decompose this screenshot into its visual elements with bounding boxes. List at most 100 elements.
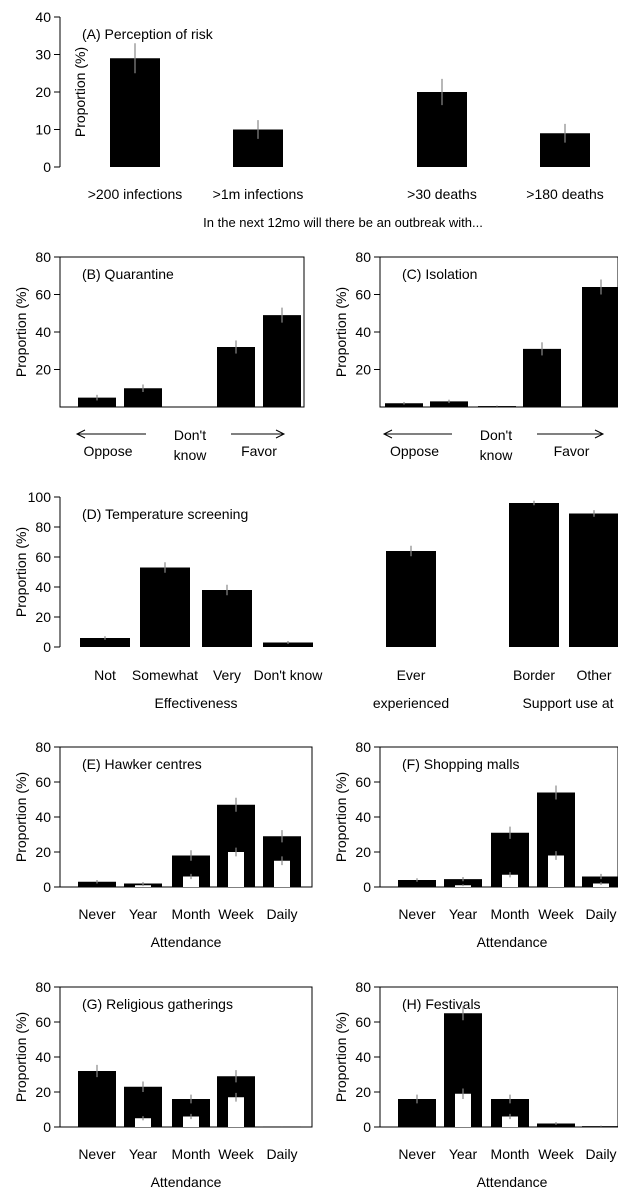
panel-b-y-title: Proportion (%) [13, 287, 29, 377]
panel-d-xtick-label-4: Ever [397, 667, 426, 683]
panel-b-bar-3 [217, 347, 255, 407]
panel-h-xtick-label-2: Month [491, 1146, 530, 1162]
panel-g-xtick-label-1: Year [129, 1146, 158, 1162]
panel-d-ytick-label-5: 100 [28, 489, 52, 505]
panel-f-bar-1 [444, 879, 482, 887]
panel-d-ytick-label-2: 40 [35, 579, 51, 595]
panel-f-bar-0 [398, 880, 436, 887]
panel-e-xtick-label-4: Daily [266, 906, 297, 922]
panel-g-ytick-label-2: 40 [35, 1049, 51, 1065]
panel-a-ytick-label-3: 30 [35, 47, 51, 63]
panel-b-bar-1 [124, 388, 162, 407]
panel-g-ytick-label-1: 20 [35, 1084, 51, 1100]
panel-b-ytick-label-2: 60 [35, 287, 51, 303]
panel-h-xtick-label-1: Year [449, 1146, 478, 1162]
panel-d-ytick-label-0: 0 [43, 639, 51, 655]
panel-d-xtick-label-2: Very [213, 667, 241, 683]
panel-d-bar-2 [202, 590, 252, 647]
panel-e: 0 20 40 60 80 Proportion (%) (E) Hawker centre… [13, 739, 313, 950]
panel-g-inner-bar-2 [183, 1116, 199, 1127]
panel-c-oppose-arrowhead [382, 429, 393, 439]
panel-g-xtick-label-0: Never [78, 1146, 116, 1162]
panel-g-ytick-label-0: 0 [43, 1119, 51, 1135]
panel-e-title: (E) Hawker centres [82, 756, 202, 772]
panel-c-bar-3 [523, 348, 561, 407]
panel-g-bar-0 [78, 1071, 116, 1127]
panel-f-y-title: Proportion (%) [333, 772, 349, 862]
panel-f-ytick-label-2: 40 [355, 809, 371, 825]
panel-c-ytick-label-1: 40 [355, 324, 371, 340]
panel-c-favor-label: Favor [554, 443, 590, 459]
panel-a-bar-0 [110, 58, 160, 167]
panel-c: 20 40 60 80 Proportion (%) (C) Isolation Don't… [333, 249, 618, 463]
panel-f-xtick-label-0: Never [398, 906, 436, 922]
panel-b-ytick-label-1: 40 [35, 324, 51, 340]
panel-e-ytick-label-3: 60 [35, 774, 51, 790]
panel-h-title: (H) Festivals [402, 996, 481, 1012]
panel-c-oppose-label: Oppose [390, 443, 439, 459]
panel-a-ytick-label-4: 40 [35, 9, 51, 25]
panel-a-xtick-label-1: >1m infections [213, 186, 304, 202]
panel-d-ytick-label-1: 20 [35, 609, 51, 625]
panel-d-xtick-label-6: Other [576, 667, 611, 683]
panel-d-y-title: Proportion (%) [13, 527, 29, 617]
panel-a-xtick-label-0: >200 infections [88, 186, 183, 202]
panel-h-bar-3 [537, 1123, 575, 1127]
panel-g-ytick-label-3: 60 [35, 1014, 51, 1030]
panel-c-bar-0 [385, 403, 423, 407]
panel-h: 0 20 40 60 80 Proportion (%) (H) Festivals Neve… [333, 979, 618, 1190]
panel-g-xtick-label-4: Daily [266, 1146, 297, 1162]
panel-a-ytick-label-1: 10 [35, 122, 51, 138]
panel-a-y-title: Proportion (%) [72, 47, 88, 137]
panel-h-bar-4 [582, 1126, 618, 1127]
panel-a-ytick-label-2: 20 [35, 84, 51, 100]
panel-h-y-title: Proportion (%) [333, 1012, 349, 1102]
panel-b: 20 40 60 80 Proportion (%) (B) Quarantine Don'… [13, 249, 305, 463]
panel-h-ytick-label-2: 40 [355, 1049, 371, 1065]
panel-e-inner-bar-4 [274, 860, 290, 887]
panel-g-title: (G) Religious gatherings [82, 996, 233, 1012]
panel-c-ytick-label-0: 20 [355, 362, 371, 378]
panel-c-ytick-label-2: 60 [355, 287, 371, 303]
panel-f-xtick-label-4: Daily [585, 906, 616, 922]
panel-g-x-title: Attendance [151, 1174, 222, 1190]
panel-f-ytick-label-0: 0 [363, 879, 371, 895]
panel-f-xtick-label-2: Month [491, 906, 530, 922]
panel-e-xtick-label-0: Never [78, 906, 116, 922]
panel-h-xtick-label-0: Never [398, 1146, 436, 1162]
panel-f-xtick-label-3: Week [538, 906, 575, 922]
panel-b-dontknow-label-2: know [174, 447, 208, 463]
panel-f-title: (F) Shopping malls [402, 756, 520, 772]
panel-d-xtick-label-3: Don't know [254, 667, 324, 683]
panel-f-ytick-label-3: 60 [355, 774, 371, 790]
panel-c-favor-arrowhead [594, 429, 605, 439]
panel-c-title: (C) Isolation [402, 266, 477, 282]
panel-e-ytick-label-0: 0 [43, 879, 51, 895]
panel-b-dontknow-label-1: Don't [174, 427, 206, 443]
panel-a-title: (A) Perception of risk [82, 26, 214, 42]
panel-c-bar-4 [582, 287, 618, 407]
panel-f-bar-4 [582, 876, 618, 887]
panel-h-inner-bar-2 [502, 1116, 518, 1127]
panel-d-group-label-1: experienced [373, 695, 449, 711]
panel-d-group-label-0: Effectiveness [154, 695, 237, 711]
panel-h-xtick-label-3: Week [538, 1146, 575, 1162]
panel-e-inner-bar-2 [183, 876, 199, 887]
panel-e-xtick-label-3: Week [218, 906, 255, 922]
panel-c-bar-1 [430, 401, 468, 407]
panel-d-ytick-label-4: 80 [35, 519, 51, 535]
panel-b-bar-0 [78, 397, 116, 407]
panel-d-bar-6 [569, 513, 618, 647]
panel-c-dontknow-label-1: Don't [480, 427, 512, 443]
panel-h-ytick-label-1: 20 [355, 1084, 371, 1100]
panel-d-title: (D) Temperature screening [82, 506, 248, 522]
panel-h-x-title: Attendance [477, 1174, 548, 1190]
panel-e-x-title: Attendance [151, 934, 222, 950]
panel-d-bar-0 [80, 638, 130, 647]
panel-g-inner-bar-3 [228, 1097, 244, 1127]
panel-f-inner-bar-3 [548, 855, 564, 887]
panel-b-title: (B) Quarantine [82, 266, 174, 282]
panel-f-xtick-label-1: Year [449, 906, 478, 922]
panel-b-ytick-label-3: 80 [35, 249, 51, 265]
panel-h-bar-0 [398, 1099, 436, 1127]
